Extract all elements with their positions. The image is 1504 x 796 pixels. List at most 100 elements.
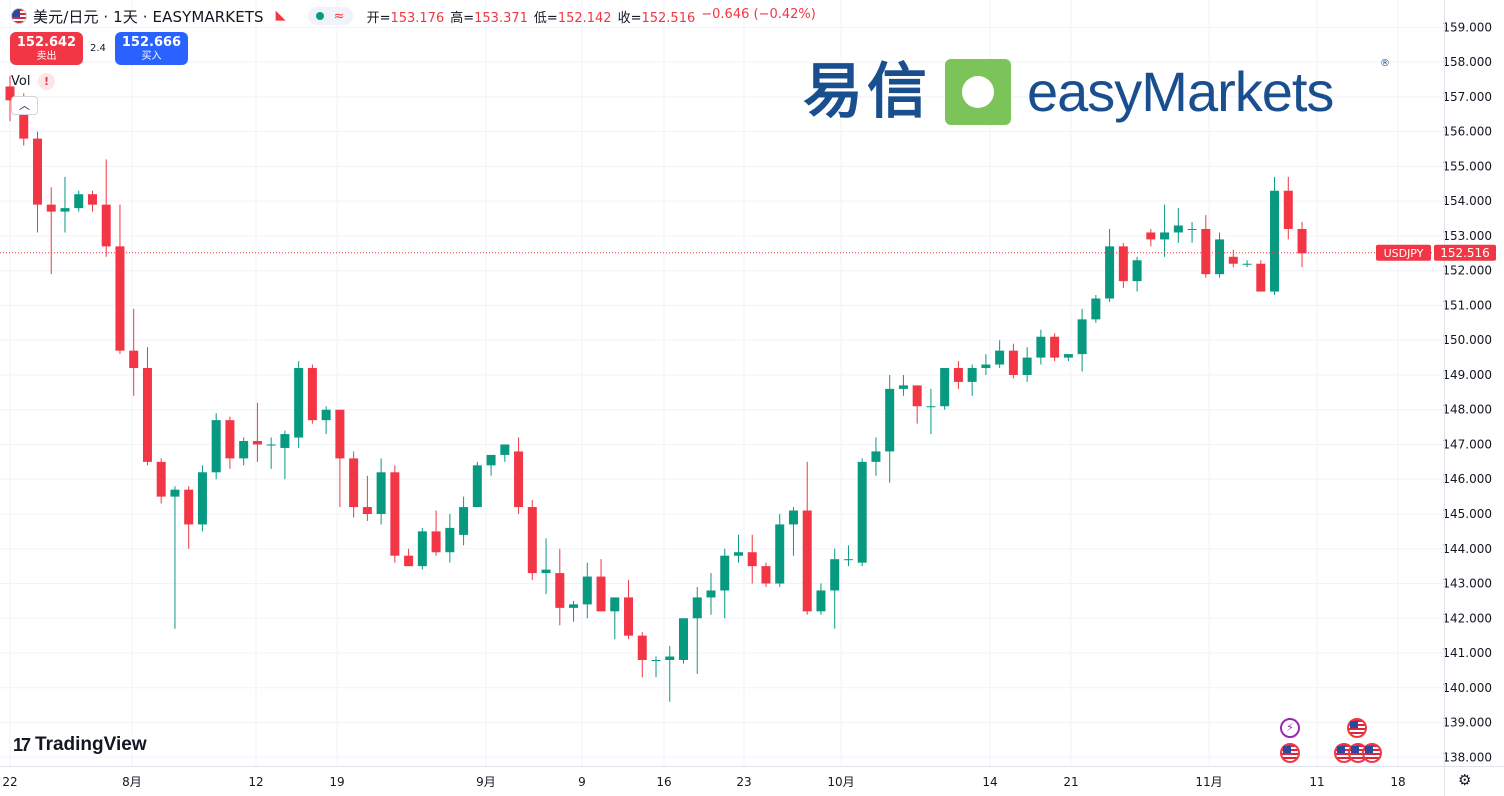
candle-body[interactable] <box>431 531 441 553</box>
candle-body[interactable] <box>170 489 180 497</box>
candle-body[interactable] <box>926 406 936 408</box>
event-bolt-icon[interactable]: ⚡ <box>1280 718 1300 738</box>
buy-button[interactable]: 152.666 买入 <box>115 32 188 65</box>
candle-body[interactable] <box>1160 232 1170 240</box>
candle-body[interactable] <box>514 451 524 508</box>
candle-body[interactable] <box>651 659 661 661</box>
candle-body[interactable] <box>1050 336 1060 358</box>
candle-body[interactable] <box>582 576 592 605</box>
candle-body[interactable] <box>555 573 565 608</box>
candle-body[interactable] <box>706 590 716 598</box>
collapse-legend-button[interactable]: ︿ <box>11 96 38 115</box>
symbol-tag[interactable] <box>1376 244 1431 261</box>
candle-body[interactable] <box>1036 336 1046 358</box>
sell-button[interactable]: 152.642 卖出 <box>10 32 83 65</box>
candle-body[interactable] <box>46 204 56 212</box>
market-status-pill[interactable]: ≈ <box>307 7 353 25</box>
volume-indicator-label[interactable]: Vol <box>11 74 31 89</box>
candle-body[interactable] <box>1146 232 1156 240</box>
candle-body[interactable] <box>995 350 1005 365</box>
price-tag[interactable] <box>1434 244 1496 261</box>
candle-body[interactable] <box>197 472 207 525</box>
candle-body[interactable] <box>898 385 908 389</box>
candle-body[interactable] <box>596 576 606 612</box>
candle-body[interactable] <box>1063 354 1073 358</box>
candle-body[interactable] <box>569 604 579 608</box>
candle-body[interactable] <box>321 409 331 421</box>
candle-body[interactable] <box>376 472 386 514</box>
candle-body[interactable] <box>912 385 922 407</box>
flag-marker-icon[interactable]: ◣ <box>275 8 286 23</box>
candle-body[interactable] <box>1256 263 1266 292</box>
candle-body[interactable] <box>541 569 551 574</box>
candle-body[interactable] <box>32 138 42 205</box>
event-us-flag-icon[interactable] <box>1362 743 1382 763</box>
candle-body[interactable] <box>885 388 895 452</box>
candle-body[interactable] <box>445 527 455 553</box>
candle-body[interactable] <box>156 461 166 497</box>
event-us-flag-icon[interactable] <box>1347 718 1367 738</box>
candle-body[interactable] <box>775 524 785 584</box>
candle-body[interactable] <box>1242 263 1252 265</box>
candle-body[interactable] <box>1077 319 1087 355</box>
candle-body[interactable] <box>211 420 221 473</box>
candle-body[interactable] <box>87 194 97 205</box>
candle-body[interactable] <box>239 441 249 459</box>
candle-body[interactable] <box>1270 190 1280 292</box>
candle-body[interactable] <box>720 555 730 591</box>
candle-body[interactable] <box>788 510 798 525</box>
candle-body[interactable] <box>142 368 152 462</box>
candle-body[interactable] <box>101 204 111 247</box>
candle-body[interactable] <box>280 434 290 448</box>
candle-body[interactable] <box>349 458 359 508</box>
candle-body[interactable] <box>390 472 400 556</box>
candle-body[interactable] <box>871 451 881 462</box>
candle-body[interactable] <box>857 461 867 563</box>
candle-body[interactable] <box>74 194 84 209</box>
candle-body[interactable] <box>486 454 496 466</box>
candle-body[interactable] <box>1283 190 1293 229</box>
candle-body[interactable] <box>637 635 647 660</box>
candle-body[interactable] <box>830 559 840 591</box>
candle-body[interactable] <box>802 510 812 612</box>
candle-body[interactable] <box>940 368 950 407</box>
candle-body[interactable] <box>692 597 702 619</box>
settings-gear-icon[interactable]: ⚙ <box>1458 771 1472 789</box>
candle-body[interactable] <box>252 441 262 445</box>
candle-body[interactable] <box>1132 260 1142 282</box>
candle-body[interactable] <box>1228 256 1238 264</box>
event-us-flag-icon[interactable] <box>1280 743 1300 763</box>
candle-body[interactable] <box>1091 298 1101 320</box>
candle-body[interactable] <box>665 656 675 660</box>
candle-body[interactable] <box>184 489 194 525</box>
candle-body[interactable] <box>417 531 427 567</box>
candle-body[interactable] <box>1297 228 1307 254</box>
candle-body[interactable] <box>472 465 482 508</box>
candle-body[interactable] <box>19 103 29 139</box>
candle-body[interactable] <box>843 559 853 561</box>
candle-body[interactable] <box>967 368 977 382</box>
candle-body[interactable] <box>733 552 743 556</box>
candle-body[interactable] <box>1105 246 1115 299</box>
candle-body[interactable] <box>953 368 963 382</box>
candle-body[interactable] <box>404 555 414 567</box>
candle-body[interactable] <box>981 364 991 369</box>
candle-body[interactable] <box>459 507 469 535</box>
candle-body[interactable] <box>60 208 70 212</box>
candle-body[interactable] <box>5 86 15 101</box>
candle-body[interactable] <box>225 420 235 459</box>
candle-body[interactable] <box>747 552 757 567</box>
candle-body[interactable] <box>527 507 537 574</box>
candle-body[interactable] <box>679 618 689 660</box>
candle-body[interactable] <box>1187 228 1197 230</box>
candle-body[interactable] <box>1022 357 1032 375</box>
candle-body[interactable] <box>1215 239 1225 275</box>
candle-body[interactable] <box>816 590 826 612</box>
candle-body[interactable] <box>624 597 634 636</box>
candle-body[interactable] <box>362 507 372 514</box>
candle-body[interactable] <box>266 444 276 446</box>
candle-body[interactable] <box>761 566 771 584</box>
candle-body[interactable] <box>1118 246 1128 282</box>
candle-body[interactable] <box>1201 228 1211 275</box>
